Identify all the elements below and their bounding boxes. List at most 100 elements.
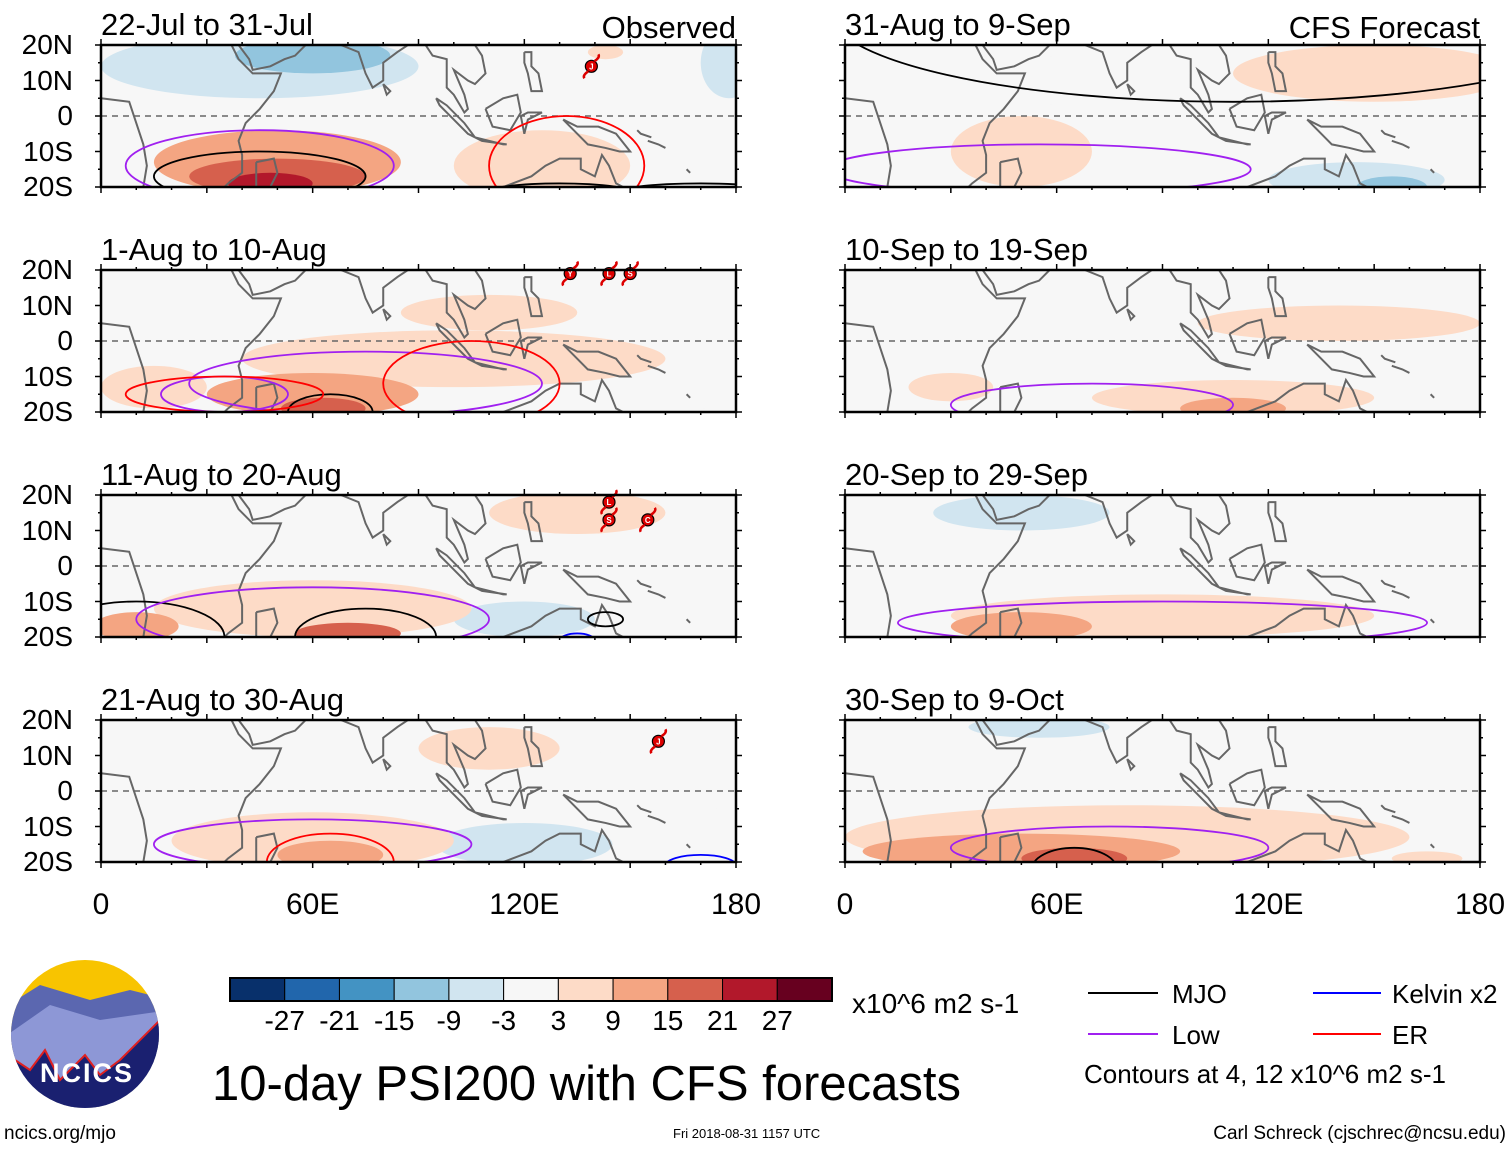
lon-tick-label: 120E: [1233, 888, 1304, 921]
lat-tick-label: 0: [57, 100, 73, 131]
coastline: [1168, 495, 1231, 565]
coastline: [1246, 602, 1368, 637]
coastline: [1429, 843, 1435, 849]
anomaly-shading: [489, 495, 666, 535]
colorbar-units: x10^6 m2 s-1: [852, 988, 1020, 1019]
lat-tick-label: 20N: [21, 704, 73, 735]
anomaly-shading: [1180, 397, 1286, 412]
coastline: [636, 804, 652, 814]
coastline: [1126, 308, 1136, 322]
coastline: [1228, 318, 1266, 357]
tropical-storm-icon: S: [600, 507, 618, 533]
coastline: [213, 720, 283, 862]
coastline: [562, 343, 633, 378]
lat-tick-label: 0: [57, 325, 73, 356]
anomaly-shading: [199, 744, 285, 781]
anomaly-shading: [897, 45, 1075, 116]
coastline: [957, 495, 1027, 637]
coastline: [255, 157, 279, 187]
panel-tag: CFS Forecast: [1288, 10, 1480, 45]
anomaly-shading: [280, 397, 366, 412]
wave-contour: [586, 611, 625, 628]
lat-tick-label: 10N: [21, 514, 73, 546]
coastline: [382, 533, 392, 547]
coastline: [1391, 589, 1410, 599]
coastline: [1380, 354, 1396, 364]
anomaly-shading: [242, 330, 666, 388]
anomaly-shading: [101, 270, 384, 295]
coastline: [1179, 97, 1220, 139]
colorbar-swatch: [448, 977, 505, 1002]
anomaly-shading: [235, 45, 391, 74]
anomaly-shading: [1021, 847, 1128, 862]
coastline: [1306, 118, 1377, 153]
coastline: [999, 382, 1023, 412]
wave-contour: [560, 632, 594, 637]
coastline: [523, 726, 544, 768]
map-panel: [839, 489, 1486, 643]
coastline: [255, 832, 279, 862]
lat-tick-label: 20N: [21, 254, 73, 285]
coastline: [999, 607, 1023, 637]
coastline: [237, 720, 307, 747]
coastline: [957, 45, 1027, 187]
legend-kelvin-line: [1313, 992, 1381, 994]
anomaly-shading: [1356, 176, 1428, 187]
anomaly-shading: [1391, 851, 1463, 862]
storm-label: Y: [568, 270, 574, 279]
lat-tick-label: 10N: [21, 739, 73, 771]
coastline: [981, 45, 1051, 72]
coastline: [1179, 322, 1220, 364]
panel-title: 30-Sep to 9-Oct: [845, 682, 1064, 717]
coastline: [502, 152, 624, 187]
coastline: [474, 136, 507, 146]
colorbar-frame: [229, 977, 833, 1002]
legend-mjo-label: MJO: [1172, 979, 1227, 1009]
coastline: [237, 495, 307, 522]
coastline: [1179, 547, 1220, 589]
wave-contour: [382, 340, 561, 412]
legend-low-label: Low: [1172, 1020, 1220, 1050]
tropical-storm-icon: C: [639, 507, 657, 533]
storm-label: J: [656, 737, 660, 746]
lat-tick-label: 20N: [21, 29, 73, 60]
coastline: [340, 495, 409, 540]
colorbar-label: -15: [373, 1005, 415, 1036]
map-panel: [839, 39, 1486, 193]
coastline: [1228, 93, 1266, 132]
coastline: [562, 568, 633, 603]
coastline: [1228, 768, 1266, 807]
coastline: [1218, 586, 1251, 596]
coastline: [1084, 270, 1153, 315]
wave-contour: [153, 150, 367, 187]
coastline: [1306, 343, 1377, 378]
anomaly-shading: [1091, 380, 1375, 412]
coastline: [340, 720, 409, 765]
coastline: [845, 322, 892, 412]
coastline: [1267, 726, 1288, 768]
anomaly-shading: [1215, 323, 1480, 395]
coastline: [981, 270, 1051, 297]
storm-label: S: [627, 270, 633, 279]
wave-contour: [287, 393, 374, 412]
coastline: [382, 308, 392, 322]
site-link[interactable]: ncics.org/mjo: [4, 1123, 116, 1144]
coastline: [999, 832, 1023, 862]
coastline: [474, 811, 507, 821]
storm-label: L: [607, 270, 612, 279]
tropical-storm-icon: J: [582, 53, 601, 79]
wave-contour: [949, 382, 1234, 412]
coastline: [1267, 51, 1288, 93]
wave-contour: [1033, 846, 1116, 862]
anomaly-shading: [1268, 162, 1445, 187]
panel-title: 21-Aug to 30-Aug: [101, 682, 345, 717]
coastline: [685, 168, 691, 174]
anomaly-shading: [1162, 727, 1480, 784]
coastline: [647, 364, 666, 374]
panel-title: 11-Aug to 20-Aug: [101, 457, 342, 492]
anomaly-shading: [295, 622, 401, 637]
ncics-logo: NCICS: [11, 960, 159, 1108]
lat-tick-label: 10S: [23, 135, 73, 167]
colorbar-swatch: [722, 977, 778, 1002]
